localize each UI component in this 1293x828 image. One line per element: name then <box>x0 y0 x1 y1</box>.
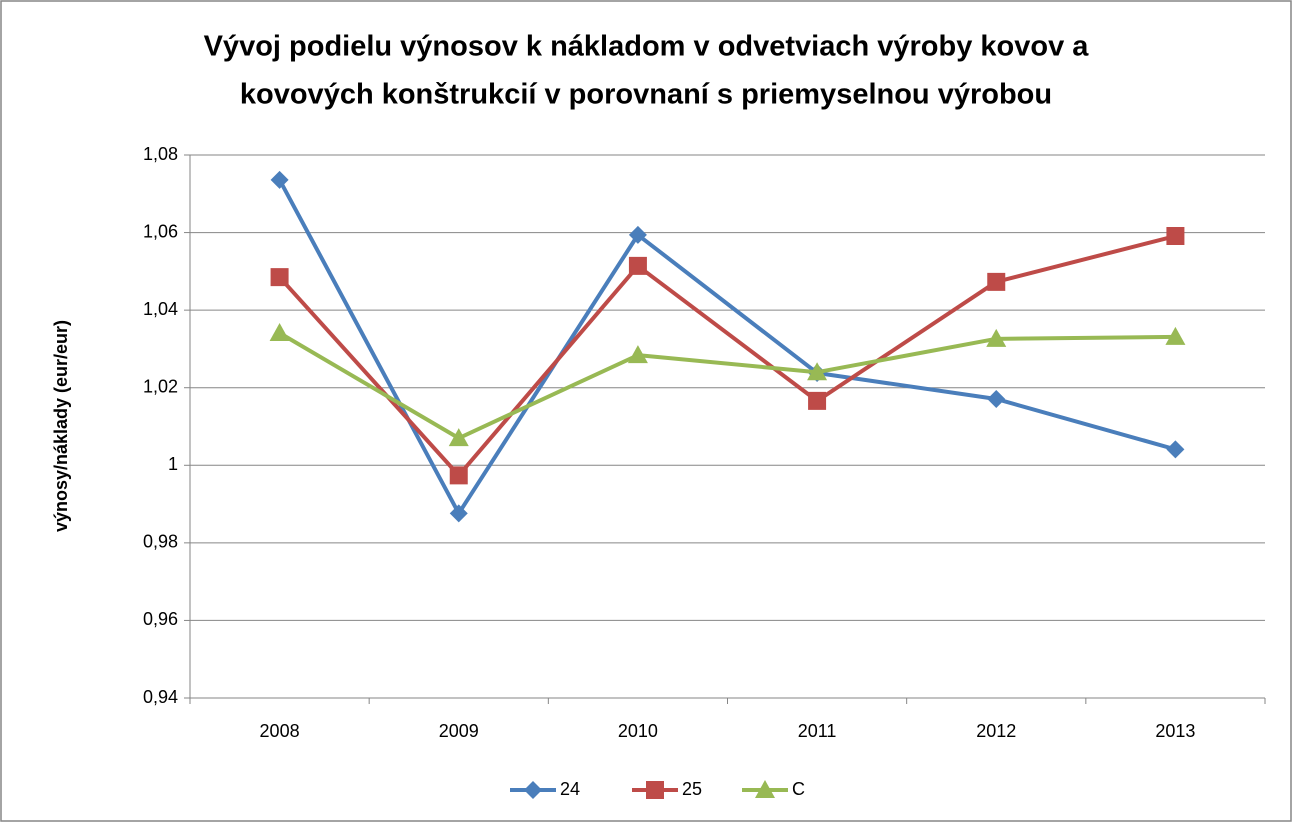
x-tick-label: 2008 <box>260 721 300 741</box>
y-axis-title: výnosy/náklady (eur/eur) <box>51 320 71 532</box>
x-tick-label: 2009 <box>439 721 479 741</box>
data-point <box>1166 440 1185 459</box>
data-point <box>270 170 289 189</box>
data-point <box>1165 326 1186 345</box>
chart-title: kovových konštrukcií v porovnaní s priem… <box>240 79 1052 111</box>
data-point <box>986 328 1007 347</box>
series-line <box>278 331 1176 441</box>
data-point <box>269 323 290 342</box>
y-tick-label: 0,98 <box>143 532 178 552</box>
data-point <box>987 389 1006 408</box>
data-point <box>449 466 468 485</box>
data-point <box>449 504 468 523</box>
x-tick-label: 2012 <box>976 721 1016 741</box>
series-line <box>277 178 1176 516</box>
y-tick-label: 1 <box>168 454 178 474</box>
y-tick-label: 1,06 <box>143 221 178 241</box>
data-point <box>448 428 469 447</box>
data-point <box>987 272 1006 291</box>
data-point <box>627 345 648 364</box>
y-tick-label: 0,96 <box>143 609 178 629</box>
legend-marker <box>646 781 664 799</box>
data-point <box>628 256 647 275</box>
y-tick-label: 1,02 <box>143 376 178 396</box>
data-point <box>628 225 647 244</box>
legend-label: 25 <box>682 779 702 799</box>
data-point <box>808 391 827 410</box>
data-point <box>807 362 828 381</box>
series-line <box>278 234 1176 478</box>
legend-marker <box>755 780 775 798</box>
y-tick-label: 0,94 <box>143 687 178 707</box>
chart-title: Vývoj podielu výnosov k nákladom v odvet… <box>204 31 1090 63</box>
legend-label: C <box>792 779 805 799</box>
legend-marker <box>524 781 542 799</box>
y-tick-label: 1,08 <box>143 144 178 164</box>
x-tick-label: 2011 <box>798 721 837 741</box>
x-tick-label: 2013 <box>1155 721 1195 741</box>
data-point <box>1166 227 1185 246</box>
data-point <box>270 268 289 287</box>
legend-label: 24 <box>560 779 580 799</box>
x-tick-label: 2010 <box>618 721 658 741</box>
y-tick-label: 1,04 <box>143 299 178 319</box>
